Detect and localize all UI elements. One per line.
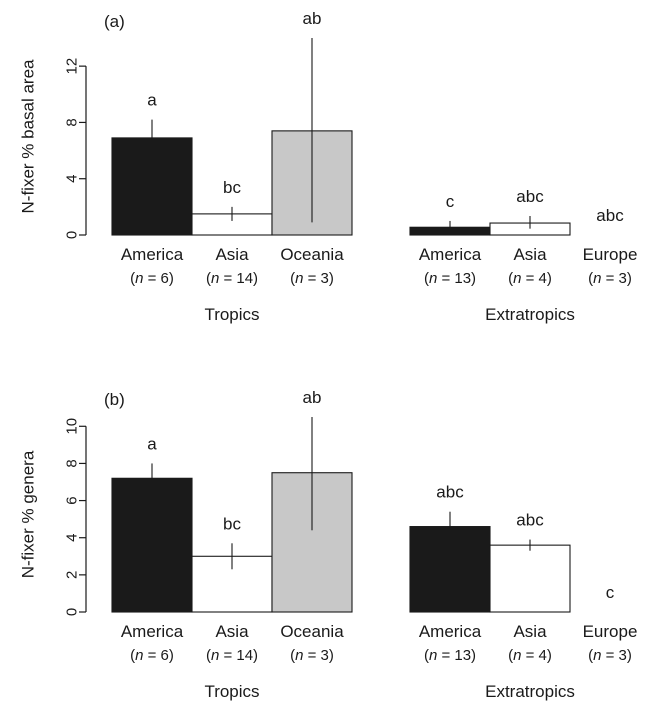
y-axis-title: N-fixer % basal area	[19, 59, 38, 214]
sample-size-label: (n = 3)	[290, 647, 334, 664]
significance-letters: bc	[223, 514, 241, 533]
bar-extratropics-asia	[489, 544, 571, 613]
sample-size-label: (n = 14)	[206, 270, 258, 287]
significance-letters: ab	[303, 9, 322, 28]
category-label: Oceania	[280, 622, 344, 641]
sample-size-label: (n = 6)	[130, 647, 174, 664]
sample-size-label: (n = 14)	[206, 647, 258, 664]
sample-size-label: (n = 3)	[588, 647, 632, 664]
significance-letters: abc	[516, 187, 544, 206]
y-tick-label: 0	[64, 231, 81, 239]
sample-size-label: (n = 6)	[130, 270, 174, 287]
significance-letters: abc	[516, 511, 544, 530]
y-tick-label: 0	[64, 608, 81, 616]
category-label: Asia	[215, 622, 249, 641]
significance-letters: c	[606, 583, 615, 602]
significance-letters: abc	[596, 206, 624, 225]
panel-label: (a)	[104, 12, 125, 31]
category-label: America	[419, 245, 482, 264]
category-label: Europe	[583, 622, 638, 641]
y-tick-label: 6	[64, 496, 81, 504]
group-label: Tropics	[204, 305, 259, 324]
sample-size-label: (n = 3)	[290, 270, 334, 287]
sample-size-label: (n = 3)	[588, 270, 632, 287]
sample-size-label: (n = 4)	[508, 647, 552, 664]
group-label: Extratropics	[485, 305, 575, 324]
sample-size-label: (n = 13)	[424, 270, 476, 287]
bar-tropics-america	[111, 477, 193, 613]
category-label: Asia	[513, 245, 547, 264]
category-label: Europe	[583, 245, 638, 264]
significance-letters: abc	[436, 483, 464, 502]
group-label: Tropics	[204, 682, 259, 701]
panel-label: (b)	[104, 390, 125, 409]
y-tick-label: 8	[64, 459, 81, 467]
y-tick-label: 2	[64, 571, 81, 579]
panel-a: (a) 0 4 8 12 N-fixer % basal area a America (n =…	[19, 9, 638, 324]
y-axis-title: N-fixer % genera	[19, 450, 38, 578]
category-label: Oceania	[280, 245, 344, 264]
panel-b: (b) 0 2 4 6 8 10 N-fixer % genera a America (n = 6…	[19, 388, 638, 701]
significance-letters: bc	[223, 178, 241, 197]
category-label: America	[419, 622, 482, 641]
category-label: America	[121, 245, 184, 264]
group-label: Extratropics	[485, 682, 575, 701]
y-tick-label: 12	[64, 58, 81, 75]
significance-letters: c	[446, 192, 455, 211]
sample-size-label: (n = 4)	[508, 270, 552, 287]
significance-letters: a	[147, 434, 157, 453]
category-label: Asia	[215, 245, 249, 264]
y-tick-label: 4	[64, 534, 81, 542]
significance-letters: a	[147, 91, 157, 110]
significance-letters: ab	[303, 388, 322, 407]
y-tick-label: 10	[64, 418, 81, 435]
y-tick-label: 4	[64, 175, 81, 183]
category-label: Asia	[513, 622, 547, 641]
y-tick-label: 8	[64, 118, 81, 126]
category-label: America	[121, 622, 184, 641]
sample-size-label: (n = 13)	[424, 647, 476, 664]
